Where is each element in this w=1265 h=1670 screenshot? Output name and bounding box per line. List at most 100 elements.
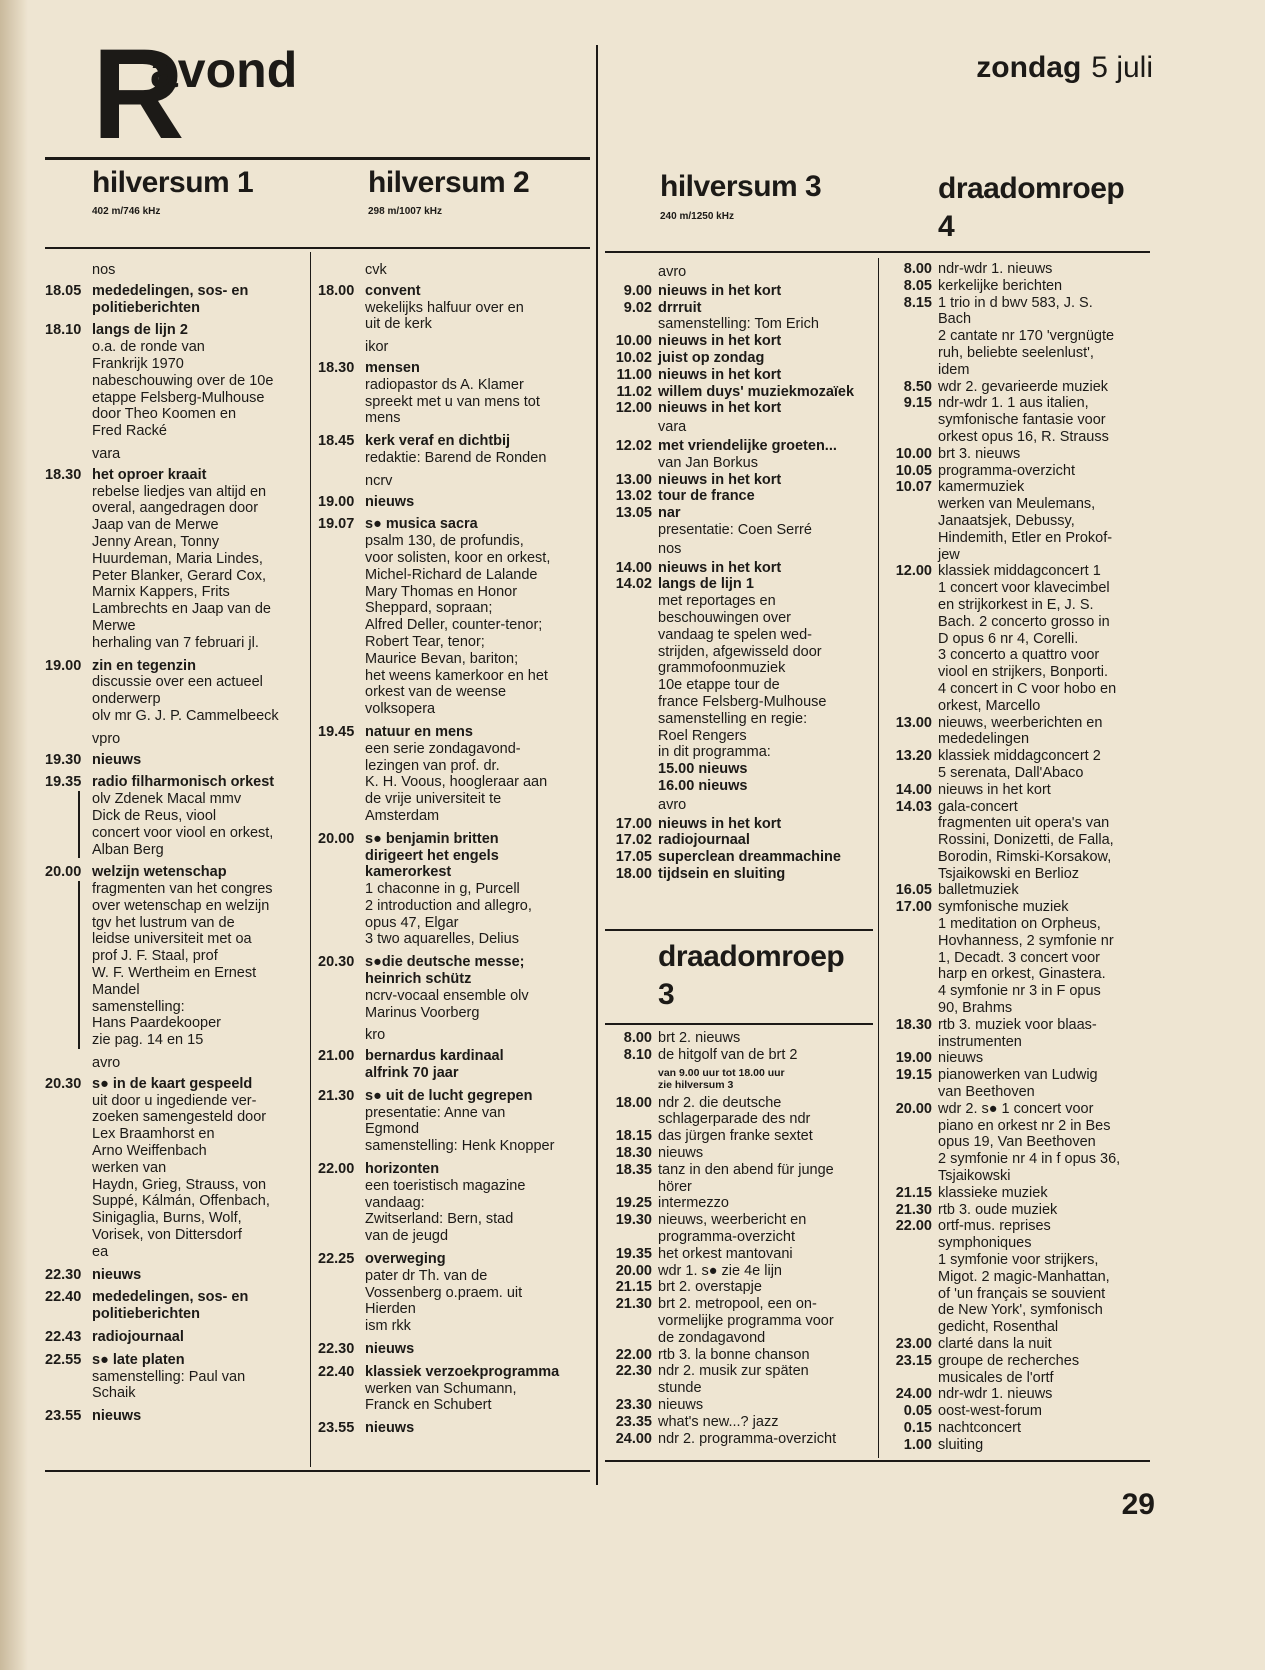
description-line: mens [365, 410, 401, 427]
description-line: Egmond [365, 1121, 420, 1138]
description-line: presentatie: Coen Serré [658, 521, 812, 538]
program-body: nieuws [938, 1050, 1154, 1067]
program-title: mensen [365, 359, 420, 376]
description-line: Huurdeman, Maria Lindes, [92, 550, 263, 567]
program-entry: 23.55 nieuws [45, 1408, 307, 1425]
program-entry: 20.00 wdr 2. s● 1 concert voor piano en or… [882, 1101, 1154, 1185]
program-body: langs de lijn 2 o.a. de ronde van Frankrij… [92, 322, 307, 440]
program-time: 18.10 [45, 322, 82, 339]
program-title: idem [938, 361, 970, 378]
program-body: ndr 2. die deutsche schlagerparade des nd… [658, 1095, 876, 1129]
program-time: 23.55 [45, 1408, 82, 1425]
program-entry: 14.02 langs de lijn 1 met reportages en bes… [602, 576, 876, 794]
program-time: 20.00 [895, 1100, 932, 1117]
program-title: Hindemith, Etler en Prokof- [938, 529, 1113, 546]
program-time: 22.30 [318, 1341, 355, 1358]
description-line: spreekt met u van mens tot [365, 393, 540, 410]
program-title: Rossini, Donizetti, de Falla, [938, 832, 1114, 849]
program-title: politieberichten [92, 1306, 200, 1323]
program-title: juist op zondag [658, 349, 765, 366]
description-line: Vossenberg o.praem. uit [365, 1284, 523, 1301]
program-title: dirigeert het engels [365, 847, 499, 864]
program-time: 14.00 [895, 781, 932, 798]
program-body: met vriendelijke groeten... van Jan Borku… [658, 438, 876, 472]
program-title: brt 2. overstapje [658, 1279, 762, 1296]
description-line: Alfred Deller, counter-tenor; [365, 617, 543, 634]
program-time: 9.02 [623, 299, 652, 316]
program-title: heinrich schütz [365, 971, 472, 988]
program-body: mededelingen, sos- en politieberichten [92, 1289, 307, 1323]
program-body: brt 2. overstapje [658, 1279, 876, 1296]
description-line: ncrv-vocaal ensemble olv [365, 987, 529, 1004]
program-title: groupe de recherches [938, 1352, 1080, 1369]
program-entry: 0.05 oost-west-forum [882, 1403, 1154, 1420]
program-entry: 19.45 natuur en mens een serie zondagavond… [318, 724, 588, 825]
program-title: ruh, beliebte seelenlust', [938, 344, 1094, 361]
program-body: radiojournaal [658, 832, 876, 849]
program-body: ndr-wdr 1. 1 aus italien, symfonische fan… [938, 395, 1154, 445]
program-title: 4 symfonie nr 3 in F opus [938, 983, 1101, 1000]
program-title: bernardus kardinaal [365, 1048, 504, 1065]
program-body: wdr 2. s● 1 concert voor piano en orkest … [938, 1101, 1154, 1185]
program-time: 19.25 [615, 1195, 652, 1212]
description-line: onderwerp [92, 691, 161, 708]
program-title: natuur en mens [365, 723, 473, 740]
description-line: redaktie: Barend de Ronden [365, 449, 547, 466]
program-title: horizonten [365, 1161, 440, 1178]
program-body: zin en tegenzin discussie over een actuee… [92, 658, 307, 725]
program-body: brt 2. metropool, een on-vormelijke prog… [658, 1296, 876, 1346]
program-body: nachtconcert [938, 1420, 1154, 1437]
program-title: klassieke muziek [938, 1184, 1048, 1201]
program-title: tanz in den abend für junge [658, 1161, 834, 1178]
program-title: oost-west-forum [938, 1403, 1042, 1420]
logo-r: R [92, 23, 184, 166]
program-title: brt 3. nieuws [938, 445, 1021, 462]
program-entry: 18.30 mensen radiopastor ds A. Klamer spree… [318, 360, 588, 427]
program-title: s●die deutsche messe; [365, 954, 525, 971]
program-time: 21.30 [615, 1296, 652, 1313]
program-time: 19.15 [895, 1067, 932, 1084]
description-line: Lex Braamhorst en [92, 1126, 215, 1143]
program-time: 8.00 [903, 261, 932, 277]
program-description: van Jan Borkus [658, 455, 876, 472]
program-body: radiojournaal [92, 1329, 307, 1346]
program-time: 22.30 [45, 1266, 82, 1283]
program-entry: 13.02 tour de france [602, 488, 876, 505]
description-line: Sheppard, sopraan; [365, 600, 493, 617]
program-title: radiojournaal [658, 832, 750, 849]
description-line: uit de kerk [365, 316, 432, 333]
program-title: hörer [658, 1178, 692, 1195]
description-line: Vorisek, von Dittersdorf [92, 1227, 242, 1244]
program-title: Migot. 2 magic-Manhattan, [938, 1268, 1110, 1285]
description-line: leidse universiteit met oa [92, 931, 252, 948]
description-line: radiopastor ds A. Klamer [365, 376, 524, 393]
broadcaster: ikor [365, 339, 389, 356]
program-entry: 22.43 radiojournaal [45, 1329, 307, 1346]
program-body: brt 3. nieuws [938, 446, 1154, 463]
program-title: mededelingen, sos- en [92, 282, 249, 299]
description-line: grammofoonmuziek [658, 660, 786, 677]
station-frequency: 402 m/746 kHz [92, 206, 161, 217]
description-line: Hierden [365, 1301, 416, 1318]
program-time: 22.43 [45, 1329, 82, 1346]
program-entry: 12.00 nieuws in het kort [602, 400, 876, 417]
program-entry: 18.30 rtb 3. muziek voor blaas-instrument… [882, 1017, 1154, 1051]
program-body: symfonische muziek 1 meditation on Orpheu… [938, 899, 1154, 1017]
program-entry: 21.30 brt 2. metropool, een on-vormelijke… [602, 1296, 876, 1346]
program-entry: 13.00 nieuws in het kort [602, 472, 876, 489]
station-hilversum-1: hilversum 1 [92, 166, 254, 199]
description-line: Robert Tear, tenor; [365, 633, 485, 650]
program-body: nar presentatie: Coen Serré [658, 505, 876, 539]
program-entry: 10.07 kamermuziek werken van Meulemans, Jan… [882, 479, 1154, 563]
program-body: ndr 2. programma-overzicht [658, 1431, 876, 1448]
program-description: discussie over een actueel onderwerp olv m… [92, 674, 307, 724]
station-draadomroep-4: draadomroep 4 [938, 172, 1125, 243]
program-title: orkest opus 16, R. Strauss [938, 428, 1109, 445]
program-body: nieuws [365, 1420, 588, 1437]
program-title: ndr-wdr 1. nieuws [938, 261, 1053, 277]
program-entry: 10.02 juist op zondag [602, 350, 876, 367]
program-body: nieuws [92, 1267, 307, 1284]
divider [45, 157, 590, 160]
description-line: volksopera [365, 701, 436, 718]
program-time: 20.00 [615, 1262, 652, 1279]
